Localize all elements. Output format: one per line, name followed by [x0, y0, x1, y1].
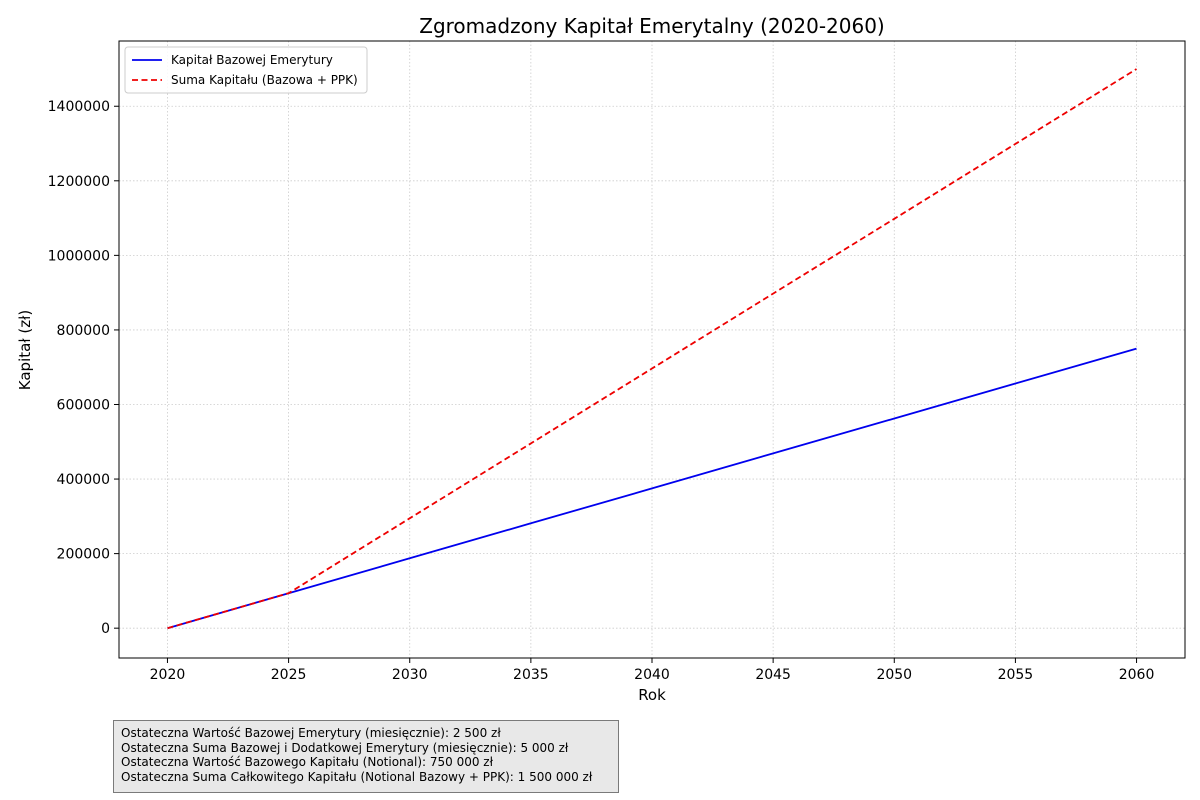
chart-title: Zgromadzony Kapitał Emerytalny (2020-206… — [419, 14, 885, 38]
y-tick-label: 400000 — [57, 472, 110, 488]
series-line-1 — [167, 347, 1137, 630]
y-tick-label: 1200000 — [48, 174, 110, 190]
y-tick-label: 1000000 — [48, 248, 110, 264]
x-axis-ticks: 2020 2025 2030 2035 2040 2045 2050 2055 2060 — [150, 658, 1155, 683]
x-tick-label: 2025 — [271, 667, 307, 683]
summary-box: Ostateczna Wartość Bazowej Emerytury (mi… — [113, 720, 619, 793]
x-tick-label: 2045 — [755, 667, 791, 683]
x-tick-label: 2030 — [392, 667, 428, 683]
summary-line-base-pension: Ostateczna Wartość Bazowej Emerytury (mi… — [121, 726, 501, 740]
chart: Zgromadzony Kapitał Emerytalny (2020-206… — [16, 14, 1186, 704]
x-tick-label: 2035 — [513, 667, 549, 683]
x-tick-label: 2050 — [876, 667, 912, 683]
y-axis-label: Kapitał (zł) — [16, 310, 34, 390]
summary-line-total-capital: Ostateczna Suma Całkowitego Kapitału (No… — [121, 769, 593, 784]
legend-label-2: Suma Kapitału (Bazowa + PPK) — [171, 73, 358, 87]
legend-label-1: Kapitał Bazowej Emerytury — [171, 53, 333, 67]
x-tick-label: 2040 — [634, 667, 670, 683]
series-lines — [167, 68, 1137, 630]
series-line-2 — [167, 68, 1137, 630]
y-tick-label: 0 — [101, 621, 110, 637]
x-tick-label: 2055 — [998, 667, 1034, 683]
y-tick-label: 800000 — [57, 323, 110, 339]
summary-line-total-pension: Ostateczna Suma Bazowej i Dodatkowej Eme… — [121, 740, 569, 755]
legend: Kapitał Bazowej Emerytury Suma Kapitału (… — [124, 46, 368, 94]
summary-line-base-capital: Ostateczna Wartość Bazowego Kapitału (No… — [121, 755, 494, 770]
x-tick-label: 2060 — [1119, 667, 1155, 683]
legend-box — [124, 46, 368, 94]
x-tick-label: 2020 — [150, 667, 186, 683]
y-axis-ticks: 0 200000 400000 600000 800000 1000000 1200000 1… — [48, 99, 119, 637]
y-tick-label: 600000 — [57, 397, 110, 413]
x-axis-label: Rok — [638, 686, 666, 704]
grid — [119, 41, 1185, 658]
y-tick-label: 200000 — [57, 547, 110, 563]
y-tick-label: 1400000 — [48, 99, 110, 115]
